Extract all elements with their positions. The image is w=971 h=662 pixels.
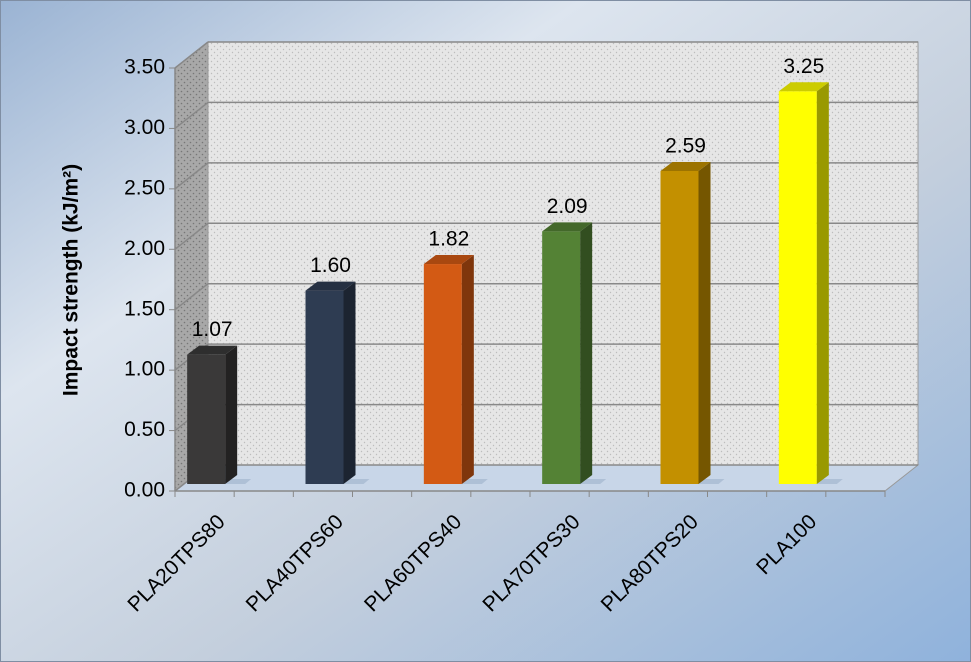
bar-top: [187, 345, 238, 355]
bar-top: [305, 281, 356, 291]
bar-top: [542, 222, 593, 232]
y-tick-label: 3.00: [124, 116, 165, 139]
value-label: 3.25: [783, 55, 824, 78]
bar: [660, 170, 699, 485]
bar-top: [660, 161, 711, 171]
grid-line: [174, 162, 209, 190]
bar: [423, 264, 462, 484]
grid-line: [174, 283, 209, 311]
y-tick-label: 1.50: [124, 297, 165, 320]
value-label: 1.60: [310, 254, 351, 277]
bar-top: [778, 82, 829, 92]
bar-side: [698, 161, 711, 485]
y-tick-label: 3.50: [124, 56, 165, 79]
grid-line: [174, 222, 209, 250]
bar-side: [343, 281, 356, 484]
value-label: 2.09: [547, 195, 588, 218]
bar-side: [461, 255, 474, 484]
bar-side: [816, 82, 829, 484]
grid-line: [174, 41, 209, 69]
bar-top: [423, 255, 474, 265]
bar: [542, 231, 581, 484]
grid-line: [174, 101, 209, 130]
y-axis-label: Impact strength (kJ/m²): [60, 164, 83, 396]
value-label: 1.07: [192, 318, 233, 341]
y-tick-label: 2.00: [124, 237, 165, 260]
value-label: 2.59: [665, 135, 706, 158]
bar-side: [580, 222, 593, 484]
bar-side: [225, 345, 238, 484]
y-tick-label: 1.00: [124, 358, 165, 381]
y-tick-label: 2.50: [124, 176, 165, 199]
value-label: 1.82: [428, 228, 469, 251]
y-tick-label: 0.00: [124, 479, 165, 502]
bar: [187, 354, 226, 484]
bar: [778, 91, 817, 484]
bar: [305, 290, 344, 484]
y-tick-label: 0.50: [124, 418, 165, 441]
